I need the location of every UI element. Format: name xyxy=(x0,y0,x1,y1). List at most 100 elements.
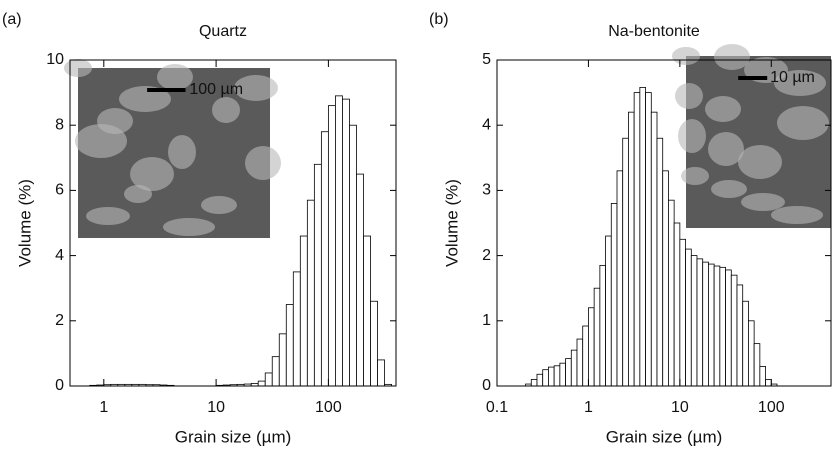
inset-texture xyxy=(738,145,782,179)
x-tick-label: 0.1 xyxy=(486,399,508,416)
chart-title: Na-bentonite xyxy=(608,23,700,40)
bar xyxy=(356,173,364,387)
bar xyxy=(559,362,566,387)
bar xyxy=(349,124,357,387)
y-tick-label: 0 xyxy=(482,377,491,394)
bar xyxy=(576,338,584,387)
inset-texture xyxy=(119,86,171,112)
inset-texture xyxy=(124,185,152,203)
panel-label: (b) xyxy=(429,11,449,28)
plot-frame xyxy=(69,59,397,387)
bar xyxy=(264,372,273,387)
bar xyxy=(702,261,709,387)
bar xyxy=(622,137,629,387)
bar xyxy=(548,366,555,387)
bar xyxy=(748,320,755,387)
bar xyxy=(370,300,378,387)
x-tick-label: 10 xyxy=(207,399,225,416)
bar xyxy=(679,238,686,387)
x-tick-label: 100 xyxy=(315,399,342,416)
bar xyxy=(292,271,301,387)
inset-texture xyxy=(777,106,829,140)
y-tick-label: 5 xyxy=(482,51,491,68)
bar xyxy=(327,105,336,387)
bar xyxy=(599,264,606,387)
bar xyxy=(650,111,658,387)
y-tick-label: 2 xyxy=(55,312,64,329)
inset-texture xyxy=(130,157,174,191)
bar xyxy=(271,356,280,387)
bar xyxy=(616,170,624,387)
plot-frame xyxy=(496,59,832,387)
bar xyxy=(335,95,343,387)
bar xyxy=(285,304,294,387)
bar xyxy=(565,358,572,387)
bar xyxy=(753,343,761,387)
bar xyxy=(765,379,772,387)
bar xyxy=(377,359,385,387)
bar xyxy=(530,379,538,387)
bar xyxy=(742,300,749,387)
inset-texture xyxy=(714,44,750,70)
chart-title: Quartz xyxy=(199,23,247,40)
y-tick-label: 1 xyxy=(482,312,491,329)
bar xyxy=(713,265,721,387)
x-axis-label: Grain size (µm) xyxy=(175,427,292,446)
bar xyxy=(536,373,544,387)
inset-texture xyxy=(711,180,747,198)
bar xyxy=(582,325,589,387)
inset-texture xyxy=(705,96,741,122)
bar xyxy=(313,163,322,387)
bar xyxy=(656,137,664,387)
bar xyxy=(278,333,287,387)
panel-label: (a) xyxy=(2,11,22,28)
x-tick-label: 100 xyxy=(758,399,785,416)
bar xyxy=(542,369,549,387)
inset-texture xyxy=(212,97,240,123)
inset-texture xyxy=(672,47,700,65)
inset-texture xyxy=(64,59,92,77)
inset-texture xyxy=(678,119,706,153)
y-tick-label: 3 xyxy=(482,182,491,199)
bar xyxy=(685,248,692,387)
inset-texture xyxy=(675,83,703,109)
inset-texture xyxy=(157,64,193,90)
bar xyxy=(662,170,669,387)
bar xyxy=(320,131,329,387)
y-tick-label: 2 xyxy=(482,247,491,264)
bar xyxy=(553,365,561,387)
inset-texture xyxy=(681,167,709,185)
y-tick-label: 8 xyxy=(55,116,64,133)
bar xyxy=(725,269,732,387)
bar xyxy=(633,92,641,387)
inset-texture xyxy=(708,132,744,166)
inset-texture xyxy=(245,146,281,180)
inset-texture xyxy=(168,135,196,169)
y-tick-label: 6 xyxy=(55,182,64,199)
inset-texture xyxy=(774,70,826,96)
bar xyxy=(306,199,315,387)
inset-texture xyxy=(86,207,130,225)
bar xyxy=(639,86,646,387)
bar xyxy=(690,255,698,387)
scale-bar-label: 10 µm xyxy=(770,69,815,86)
bar xyxy=(299,235,308,387)
bar xyxy=(570,349,578,387)
inset-texture xyxy=(234,75,278,101)
y-tick-label: 4 xyxy=(482,116,491,133)
y-tick-label: 4 xyxy=(55,247,64,264)
bar xyxy=(645,92,652,387)
bar xyxy=(605,235,612,387)
y-tick-label: 10 xyxy=(46,51,64,68)
bar xyxy=(588,307,595,387)
x-tick-label: 1 xyxy=(584,399,593,416)
bar xyxy=(628,111,635,387)
bar xyxy=(610,203,618,387)
bar xyxy=(257,380,266,387)
bar xyxy=(708,263,715,387)
inset-texture xyxy=(163,218,215,236)
y-tick-label: 0 xyxy=(55,377,64,394)
y-axis-label: Volume (%) xyxy=(442,179,461,267)
scale-bar-label: 100 µm xyxy=(189,81,243,98)
x-tick-label: 1 xyxy=(99,399,108,416)
